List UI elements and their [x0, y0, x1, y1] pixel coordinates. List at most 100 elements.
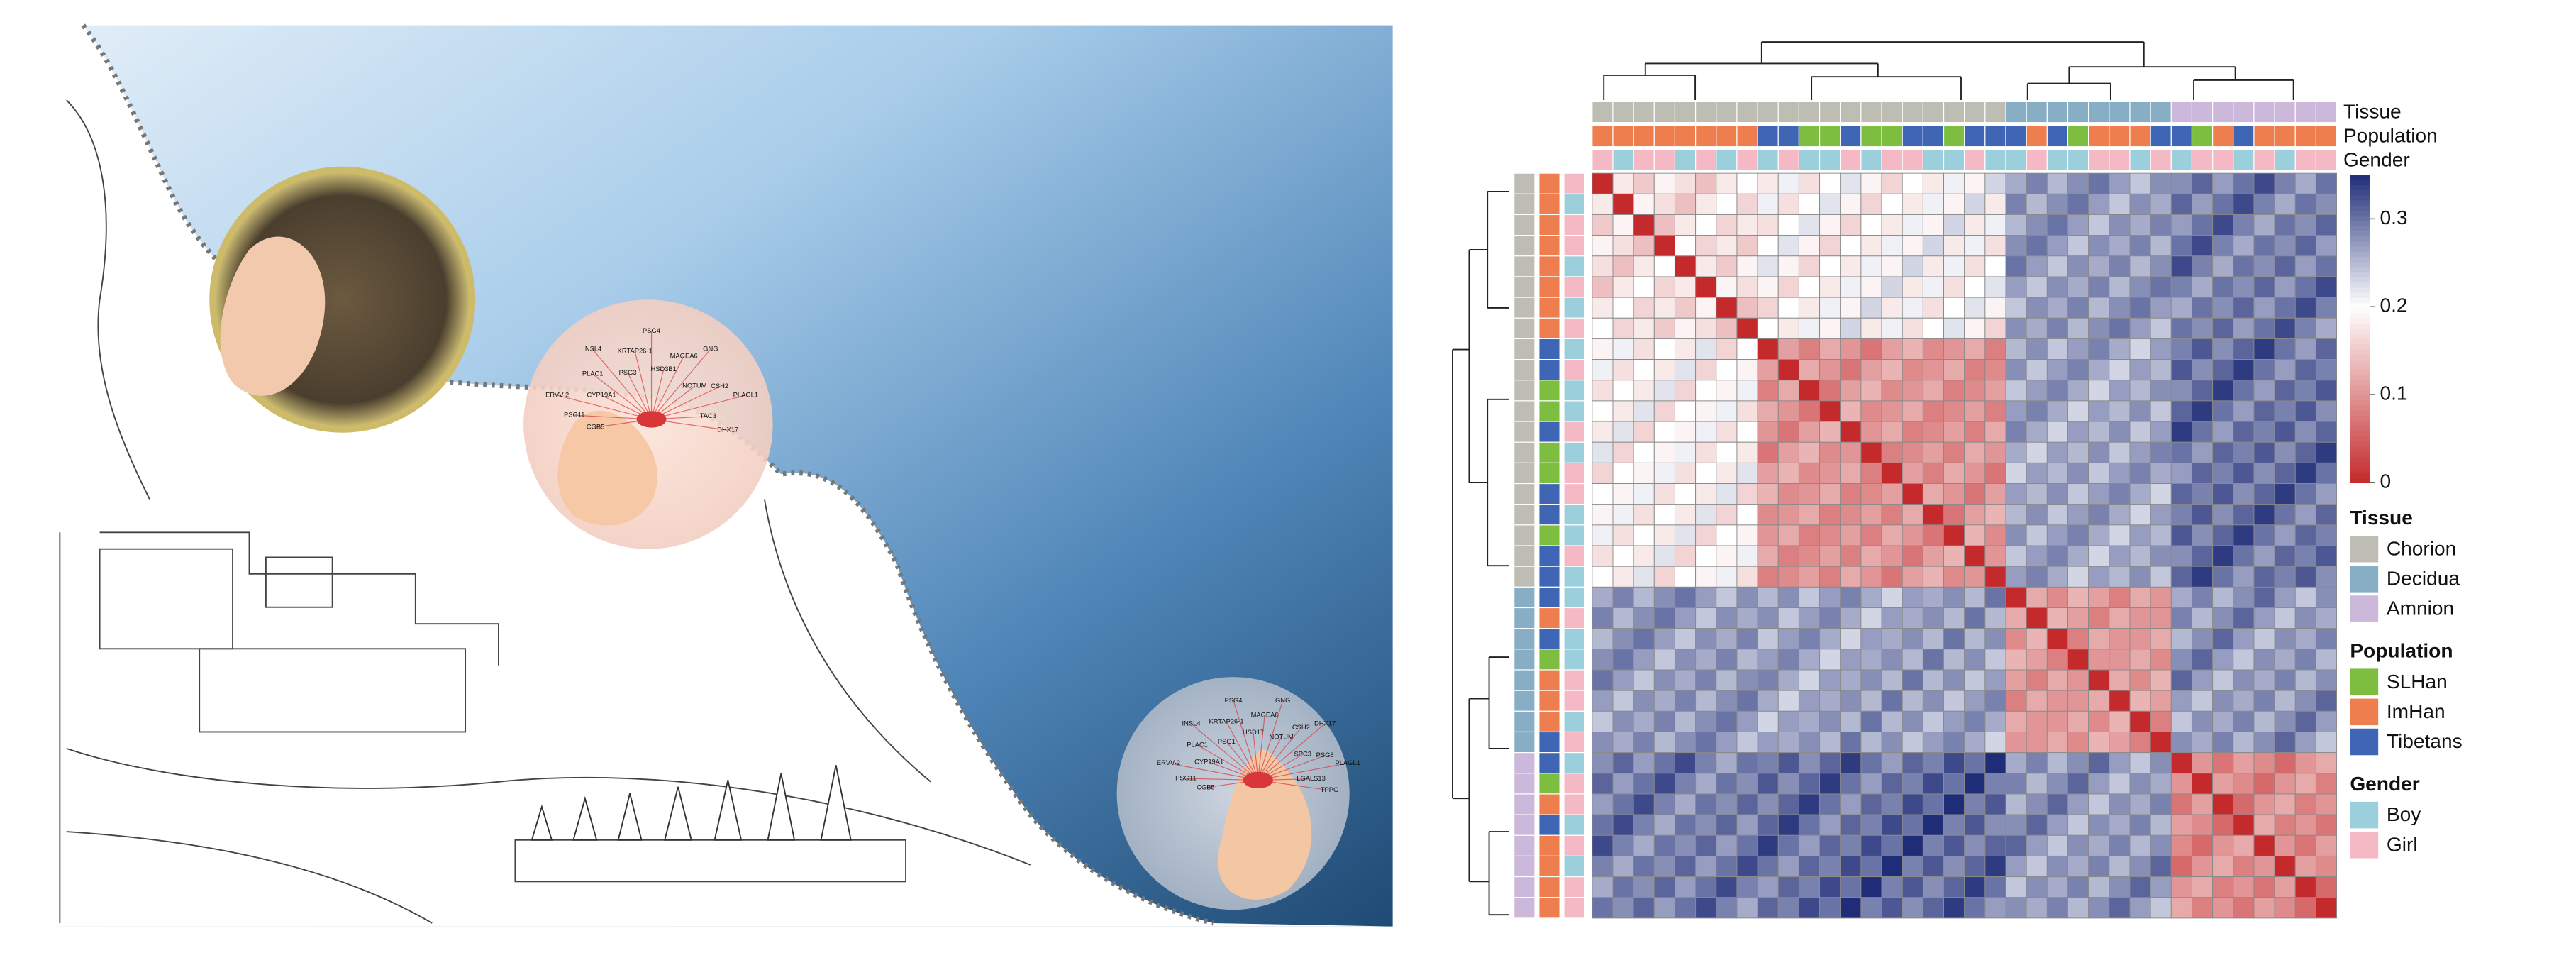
heatmap-cell: [2129, 690, 2151, 712]
legend-title: Gender: [2350, 773, 2419, 795]
gene-link: [1185, 778, 1258, 781]
column-annotation: [1902, 101, 1923, 123]
heatmap-cell: [1984, 586, 2006, 608]
heatmap-cell: [2129, 359, 2151, 381]
heatmap-cell: [1695, 649, 1717, 671]
heatmap-cell: [2294, 649, 2316, 671]
heatmap-cell: [1984, 793, 2006, 815]
heatmap-cell: [1653, 586, 1675, 608]
heatmap-cell: [2253, 752, 2275, 774]
heatmap-cell: [1922, 545, 1945, 567]
heatmap-cell: [1592, 669, 1614, 691]
heatmap-cell: [2294, 214, 2316, 236]
heatmap-cell: [1736, 814, 1758, 836]
heatmap-cell: [1964, 214, 1986, 236]
heatmap-cell: [1633, 317, 1655, 339]
heatmap-cell: [1633, 214, 1655, 236]
heatmap-cell: [2088, 483, 2110, 505]
heatmap-cell: [1674, 876, 1697, 898]
heatmap-cell: [1674, 214, 1697, 236]
column-annotation: [2170, 149, 2193, 172]
heatmap-cell: [2046, 483, 2068, 505]
heatmap-cell: [2315, 773, 2338, 795]
heatmap-cell: [2274, 773, 2296, 795]
heatmap-cell: [2212, 524, 2234, 546]
heatmap-cell: [2191, 628, 2214, 650]
column-annotation: [1881, 149, 1903, 172]
heatmap-cell: [1736, 276, 1758, 298]
gene-label: MAGEA6: [1251, 712, 1279, 719]
row-annotation: [1563, 649, 1585, 671]
heatmap-cell: [1943, 483, 1965, 505]
heatmap-cell: [1984, 504, 2006, 526]
row-annotation: [1538, 545, 1560, 567]
heatmap-cell: [1633, 338, 1655, 360]
heatmap-cell: [2212, 297, 2234, 319]
heatmap-cell: [1716, 524, 1738, 546]
heatmap-cell: [1674, 193, 1697, 215]
heatmap-cell: [1592, 524, 1614, 546]
heatmap-cell: [1840, 690, 1862, 712]
heatmap-cell: [1881, 607, 1903, 629]
heatmap-cell: [1819, 172, 1841, 194]
heatmap-cell: [1798, 814, 1821, 836]
heatmap-cell: [1757, 834, 1779, 856]
heatmap-cell: [2315, 441, 2338, 463]
gene-label: KRTAP26-1: [618, 348, 653, 355]
heatmap-cell: [1902, 586, 1923, 608]
heatmap-cell: [1902, 710, 1923, 732]
heatmap-cell: [2191, 566, 2214, 588]
colorbar-step: [2350, 410, 2370, 417]
heatmap-cell: [1592, 710, 1614, 732]
gene-label: DHX17: [717, 426, 738, 434]
heatmap-cell: [2088, 732, 2110, 754]
heatmap-cell: [2129, 338, 2151, 360]
heatmap-cell: [2274, 400, 2296, 422]
heatmap-cell: [2046, 586, 2068, 608]
row-annotation: [1563, 297, 1585, 319]
colorbar-step: [2350, 184, 2370, 191]
column-annotation: [2294, 149, 2317, 172]
heatmap-cell: [1777, 607, 1799, 629]
row-annotation: [1514, 400, 1536, 422]
heatmap-cell: [2109, 400, 2131, 422]
heatmap-cell: [1716, 628, 1738, 650]
heatmap-cell: [1964, 235, 1986, 257]
heatmap-cell: [2067, 441, 2089, 463]
heatmap-cell: [2088, 317, 2110, 339]
gene-label: DHX17: [1314, 720, 1336, 727]
heatmap-cell: [2067, 586, 2089, 608]
heatmap-cell: [2005, 338, 2027, 360]
heatmap-cell: [2109, 732, 2131, 754]
heatmap-cell: [1984, 566, 2006, 588]
heatmap-cell: [2170, 855, 2192, 878]
heatmap-cell: [1777, 834, 1799, 856]
heatmap-cell: [2005, 752, 2027, 774]
colorbar-step: [2350, 472, 2370, 478]
heatmap-cell: [1612, 276, 1634, 298]
heatmap-cell: [2253, 732, 2275, 754]
heatmap-cell: [2046, 690, 2068, 712]
column-annotation: [1716, 101, 1738, 123]
gene-label: GNG: [1275, 697, 1290, 704]
heatmap-cell: [1757, 814, 1779, 836]
heatmap-cell: [1902, 297, 1923, 319]
colorbar-step: [2350, 324, 2370, 329]
heatmap-cell: [2233, 524, 2255, 546]
heatmap-cell: [1674, 607, 1697, 629]
heatmap-cell: [1943, 214, 1965, 236]
heatmap-cell: [1695, 545, 1717, 567]
heatmap-cell: [2253, 235, 2275, 257]
heatmap-cell: [2088, 441, 2110, 463]
heatmap-cell: [2191, 897, 2214, 919]
heatmap-cell: [1653, 773, 1675, 795]
column-annotation: [2315, 101, 2338, 123]
heatmap-cell: [2088, 545, 2110, 567]
heatmap-cell: [1819, 235, 1841, 257]
heatmap-cell: [1964, 897, 1986, 919]
heatmap-cell: [1798, 338, 1821, 360]
fetus: [557, 410, 657, 526]
heatmap-cell: [2315, 462, 2338, 485]
gene-link: [651, 416, 709, 420]
heatmap-cell: [2191, 255, 2214, 277]
